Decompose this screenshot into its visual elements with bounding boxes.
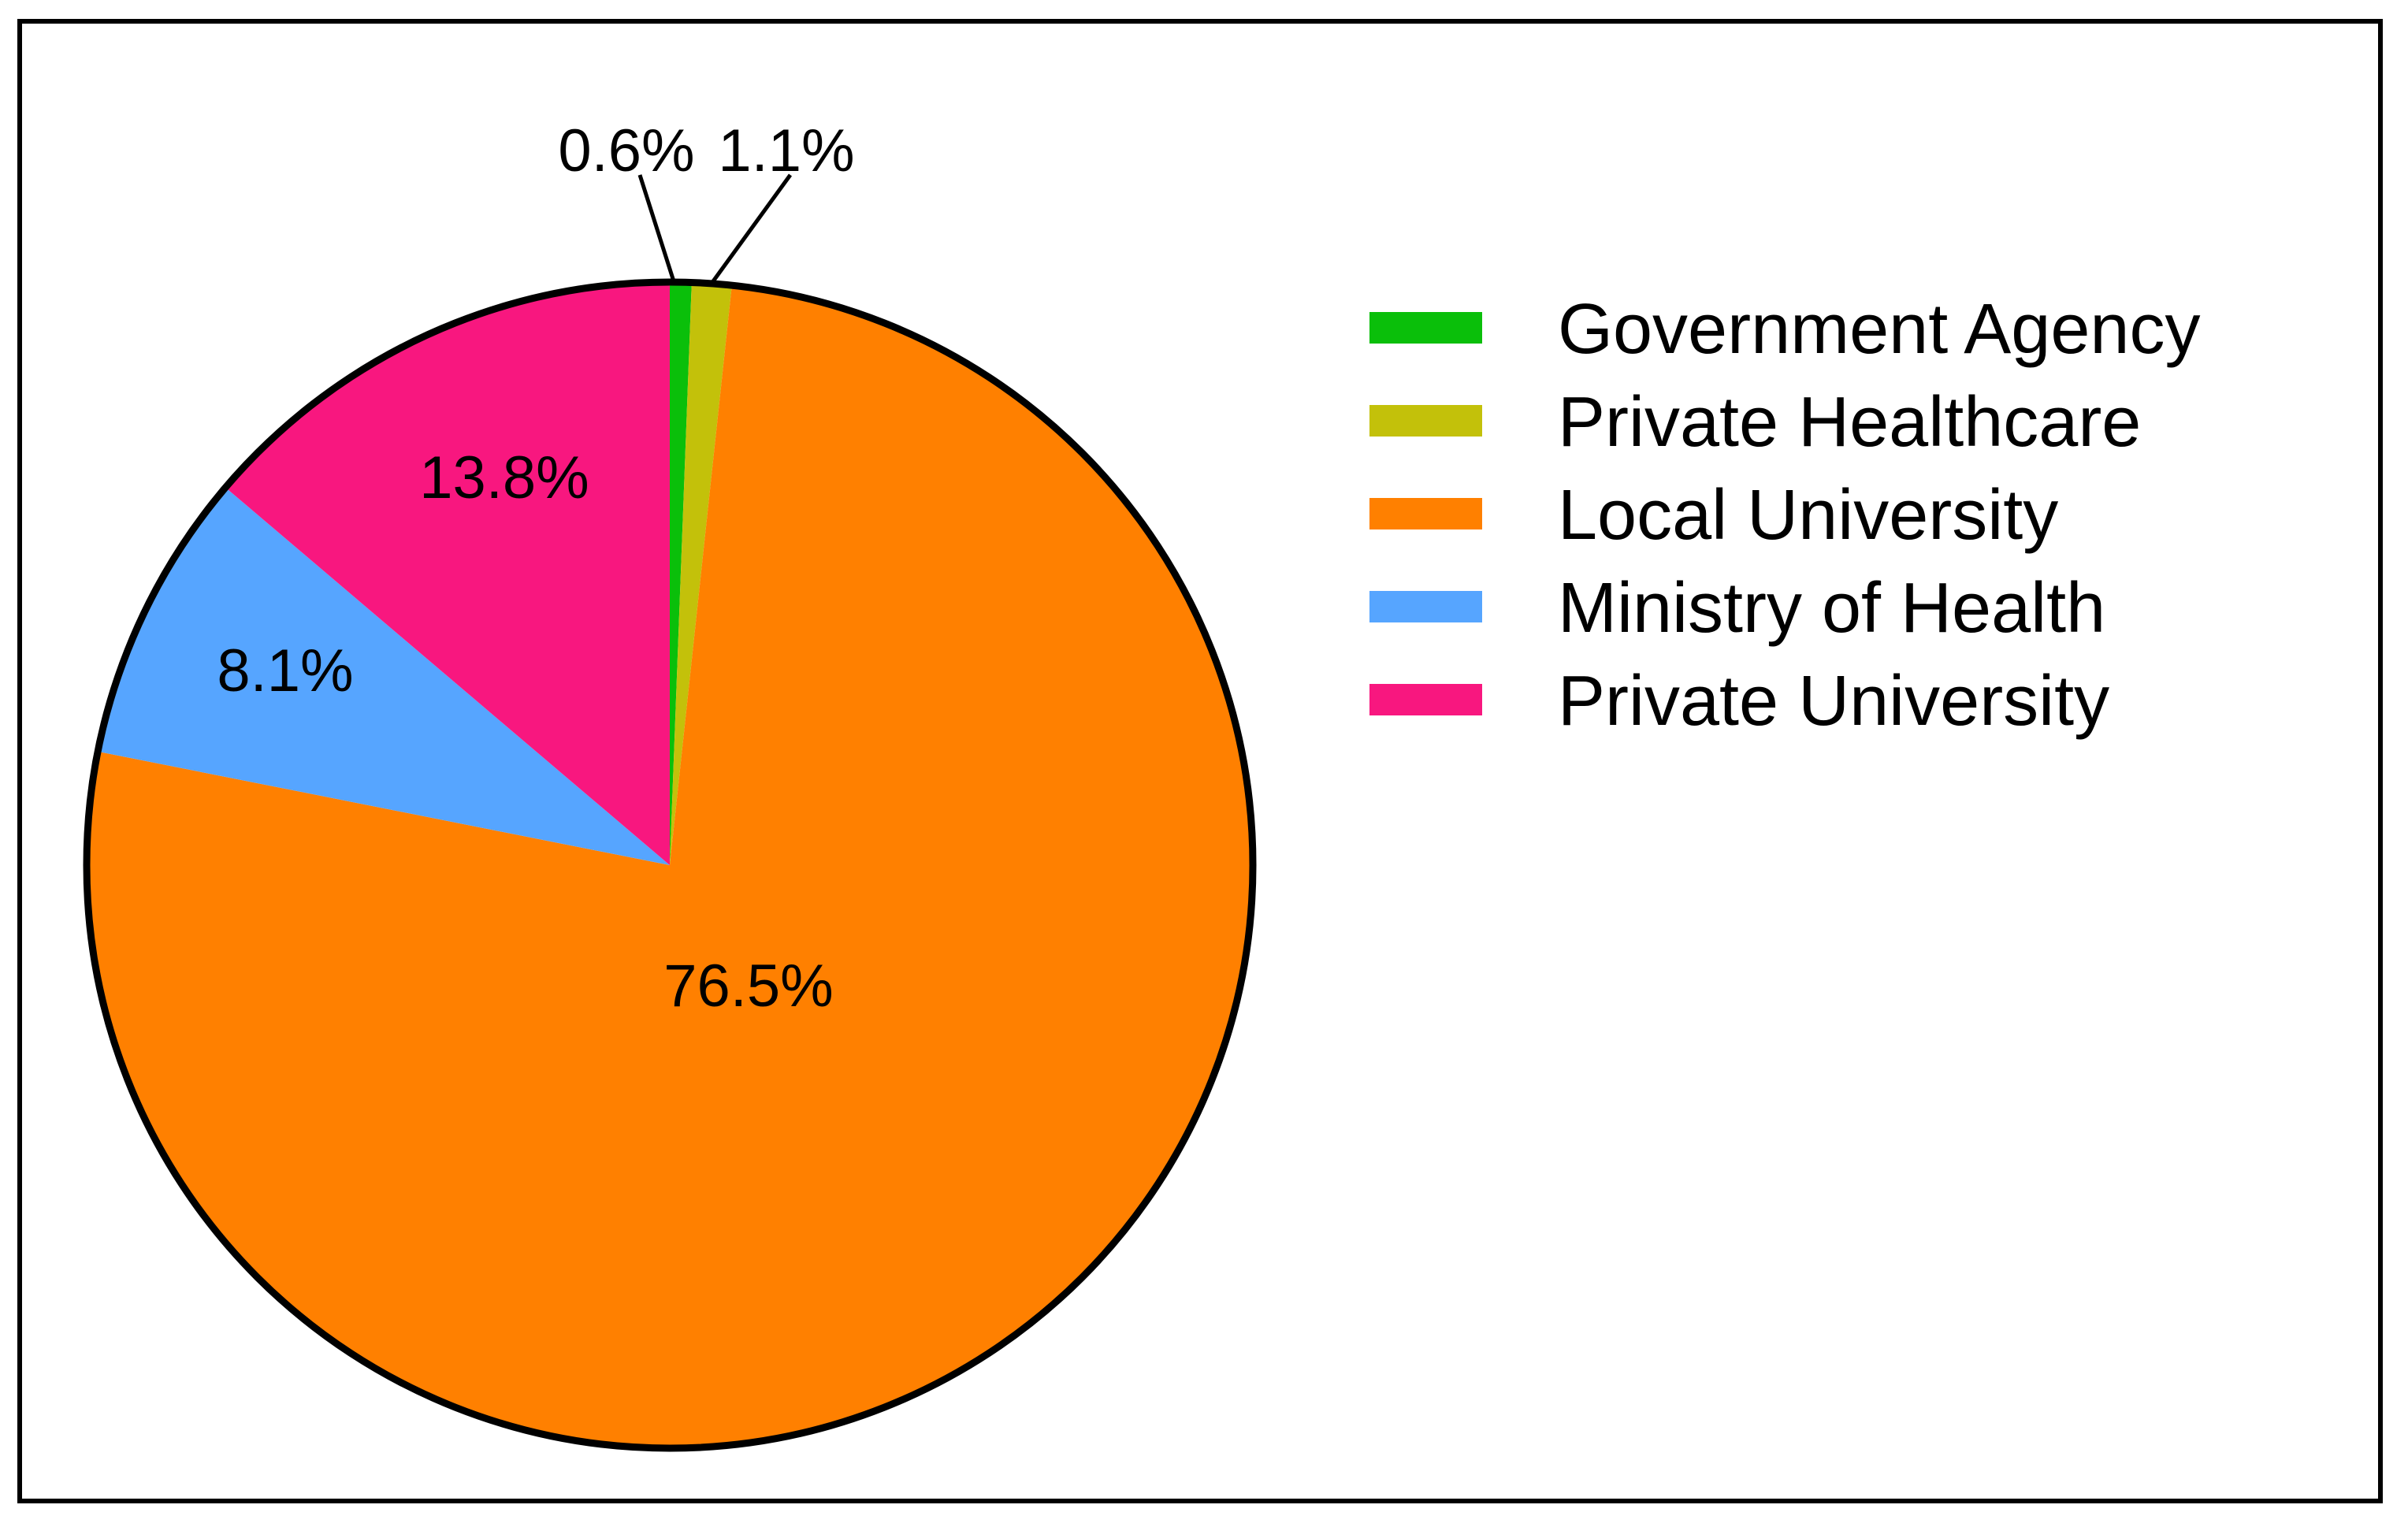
legend-item-local-university: Local University	[1369, 476, 2058, 555]
leader-line-government-agency	[637, 174, 676, 282]
legend-label: Private University	[1558, 662, 2109, 741]
legend-swatch	[1369, 684, 1482, 715]
legend-label: Private Healthcare	[1558, 383, 2141, 462]
legend-label: Ministry of Health	[1558, 569, 2105, 648]
pie-slice-government-agency	[670, 282, 692, 865]
legend-swatch	[1369, 405, 1482, 437]
leader-line-private-healthcare	[711, 173, 793, 283]
pie-slice-private-university	[225, 282, 670, 865]
legend-item-private-university: Private University	[1369, 662, 2109, 741]
legend-item-government-agency: Government Agency	[1369, 290, 2200, 369]
legend-item-ministry-of-health: Ministry of Health	[1369, 569, 2105, 648]
legend-swatch	[1369, 498, 1482, 529]
pie-slice-ministry-of-health	[98, 487, 670, 865]
legend: Government Agency Private Healthcare Local…	[1369, 290, 2200, 741]
slice-label-ministry-of-health: 8.1%	[217, 637, 353, 704]
slice-label-local-university: 76.5%	[663, 953, 834, 1020]
slice-labels: 0.6% 1.1% 76.5% 8.1% 13.8%	[217, 117, 854, 1020]
pie-slice-local-university	[87, 285, 1254, 1449]
pie-outline	[83, 278, 1257, 1452]
slice-label-government-agency: 0.6%	[558, 117, 694, 184]
legend-label: Local University	[1558, 476, 2058, 555]
legend-item-private-healthcare: Private Healthcare	[1369, 383, 2141, 462]
legend-label: Government Agency	[1558, 290, 2200, 369]
slice-label-private-healthcare: 1.1%	[718, 117, 854, 184]
slice-label-private-university: 13.8%	[419, 444, 589, 511]
legend-swatch	[1369, 312, 1482, 344]
pie-slices	[87, 282, 1254, 1449]
legend-swatch	[1369, 591, 1482, 622]
pie-slice-private-healthcare	[670, 282, 732, 865]
